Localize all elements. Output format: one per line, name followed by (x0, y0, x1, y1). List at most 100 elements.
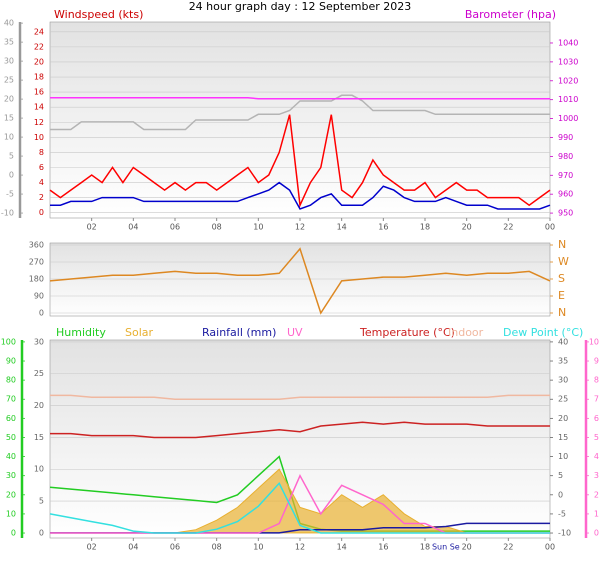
legend-entry: Humidity (56, 326, 106, 339)
y3-tick-label: 20 (6, 490, 16, 499)
x-tick-label: 12 (295, 543, 305, 552)
y2-tick-label: 1030 (558, 57, 578, 66)
x-tick-label: 22 (503, 543, 513, 552)
x-tick-label: 20 (462, 223, 472, 232)
legend-entry: Indoor (448, 326, 484, 339)
y2-tick-label: 35 (558, 357, 568, 366)
y4-tick-label: 9 (594, 357, 599, 366)
y3-tick-label: 90 (6, 357, 16, 366)
y2-tick-label: 5 (558, 471, 563, 480)
y2-tick-label: N (558, 306, 566, 319)
y2-tick-label: 30 (558, 376, 568, 385)
x-tick-label: 14 (337, 543, 347, 552)
y2-tick-label: 0 (558, 490, 563, 499)
x-tick-label: 06 (170, 223, 180, 232)
x-tick-label: 18 (420, 223, 430, 232)
plot-area (49, 339, 551, 539)
y-tick-label: 5 (39, 497, 44, 506)
x-tick-label: 02 (87, 543, 97, 552)
x-tick-label: 08 (212, 543, 222, 552)
y3-tick-label: 0 (9, 171, 14, 180)
x-tick-label: 04 (128, 223, 138, 232)
x-tick-label: 10 (253, 223, 263, 232)
y3-tick-label: 0 (11, 529, 16, 538)
y-tick-label: 30 (34, 337, 44, 346)
x-tick-label: 16 (378, 223, 388, 232)
y-tick-label: 15 (34, 433, 44, 442)
line (49, 247, 551, 315)
y2-tick-label: 20 (558, 414, 568, 423)
y-tick-label: 0 (39, 308, 44, 317)
y4-tick-label: 6 (594, 414, 599, 423)
legend-entry: UV (287, 326, 303, 339)
y-tick-label: 22 (34, 42, 44, 51)
x-tick-label: 18 (420, 543, 430, 552)
y4-tick-label: 2 (594, 490, 599, 499)
y3-tick-label: 40 (6, 452, 16, 461)
y3-tick-label: 100 (1, 337, 16, 346)
line (50, 181, 551, 210)
y4-tick-label: 0 (594, 529, 599, 538)
y2-tick-label: 10 (558, 452, 568, 461)
y-tick-label: 24 (34, 27, 44, 36)
legend-entry: Rainfall (mm) (202, 326, 276, 339)
y3-tick-label: 80 (6, 376, 16, 385)
y-tick-label: 10 (34, 133, 44, 142)
y-tick-label: 270 (29, 258, 44, 267)
y2-tick-label: 980 (558, 152, 573, 161)
y-tick-label: 25 (34, 369, 44, 378)
line (49, 114, 551, 208)
y-tick-label: 18 (34, 73, 44, 82)
y-tick-label: 0 (39, 528, 44, 537)
y-tick-label: 2 (39, 193, 44, 202)
y-tick-label: 360 (29, 241, 44, 250)
y2-tick-label: 1010 (558, 95, 578, 104)
y3-tick-label: 15 (4, 114, 14, 123)
y4-tick-label: 5 (594, 433, 599, 442)
x-tick-label: 04 (128, 543, 138, 552)
y-tick-label: 0 (39, 208, 44, 217)
y2-tick-label: S (558, 272, 565, 285)
x-tick-label: 16 (378, 543, 388, 552)
chart-title: 24 hour graph day : 12 September 2023 (189, 0, 412, 13)
y2-tick-label: N (558, 238, 566, 251)
y4-tick-label: 1 (594, 509, 599, 518)
line (50, 97, 550, 100)
y2-tick-label: 960 (558, 190, 573, 199)
y3-tick-label: 50 (6, 433, 16, 442)
y4-tick-label: 10 (589, 337, 599, 346)
y2-tick-label: 25 (558, 395, 568, 404)
annotation: Sun Se (432, 543, 460, 552)
y3-tick-label: 5 (9, 152, 14, 161)
x-tick-label: 12 (295, 223, 305, 232)
y2-tick-label: 950 (558, 209, 573, 218)
y3-tick-label: 30 (6, 471, 16, 480)
y2-tick-label: 1040 (558, 38, 578, 47)
y2-tick-label: 970 (558, 171, 573, 180)
y4-tick-label: 4 (594, 452, 599, 461)
y-label: Windspeed (kts) (54, 8, 143, 21)
y-tick-label: 10 (34, 465, 44, 474)
legend-entry: Dew Point (°C) (503, 326, 583, 339)
y4-tick-label: 3 (594, 471, 599, 480)
y3-tick-label: -5 (6, 190, 14, 199)
y2-tick-label: W (558, 255, 569, 268)
y3-tick-label: 60 (6, 414, 16, 423)
y2-tick-label: 1000 (558, 114, 578, 123)
x-tick-label: 08 (212, 223, 222, 232)
x-tick-label: 20 (462, 543, 472, 552)
y-tick-label: 90 (34, 291, 44, 300)
y3-tick-label: 35 (4, 38, 14, 47)
y2-tick-label: 990 (558, 133, 573, 142)
y3-tick-label: 40 (4, 19, 14, 28)
x-tick-label: 06 (170, 543, 180, 552)
y3-tick-label: 10 (6, 509, 16, 518)
x-tick-label: 22 (503, 223, 513, 232)
y-tick-label: 20 (34, 57, 44, 66)
y3-tick-label: 10 (4, 133, 14, 142)
legend-entry: Temperature (°C) (359, 326, 455, 339)
y2-label: Barometer (hpa) (465, 8, 556, 21)
y2-tick-label: 40 (558, 337, 568, 346)
y3-tick-label: 70 (6, 395, 16, 404)
